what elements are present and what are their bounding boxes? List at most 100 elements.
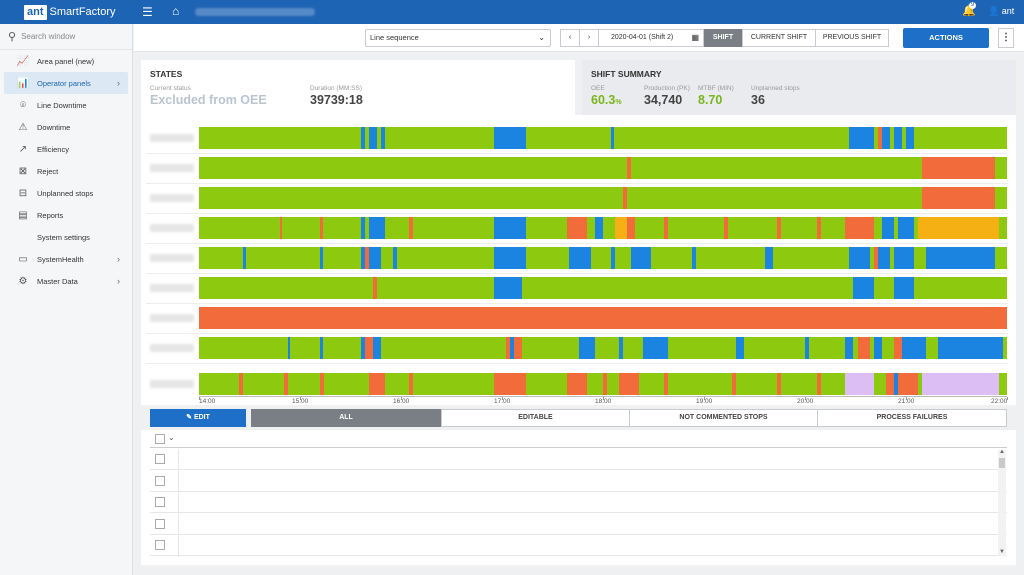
timeline-segment[interactable] (493, 373, 527, 395)
timeline-segment[interactable] (627, 187, 923, 209)
select-all-checkbox[interactable] (155, 434, 165, 444)
timeline-segment[interactable] (663, 373, 669, 395)
timeline-segment[interactable] (627, 217, 636, 239)
timeline-segment[interactable] (506, 337, 511, 359)
timeline-segment[interactable] (283, 373, 289, 395)
timeline-row[interactable] (199, 337, 1007, 359)
timeline-segment[interactable] (914, 247, 927, 269)
table-row[interactable] (150, 449, 1007, 470)
filter-all[interactable]: ALL (251, 409, 441, 427)
timeline-segment[interactable] (667, 217, 725, 239)
timeline-segment[interactable] (364, 337, 374, 359)
timeline-segment[interactable] (409, 373, 414, 395)
timeline-segment[interactable] (744, 337, 806, 359)
timeline-segment[interactable] (873, 127, 879, 149)
timeline-segment[interactable] (615, 247, 632, 269)
timeline-segment[interactable] (360, 217, 366, 239)
timeline-row[interactable] (199, 217, 1007, 239)
timeline-segment[interactable] (615, 217, 628, 239)
timeline-segment[interactable] (522, 337, 580, 359)
timeline-segment[interactable] (651, 247, 693, 269)
timeline-segment[interactable] (877, 127, 883, 149)
timeline-segment[interactable] (396, 247, 495, 269)
sidebar-item-operator-panels[interactable]: 📊 Operator panels › (4, 72, 128, 94)
timeline-segment[interactable] (526, 217, 568, 239)
timeline-segment[interactable] (526, 247, 570, 269)
timeline-segment[interactable] (199, 157, 628, 179)
timeline-segment[interactable] (667, 373, 733, 395)
timeline-segment[interactable] (320, 217, 323, 239)
timeline-segment[interactable] (376, 127, 382, 149)
timeline-segment[interactable] (922, 373, 1000, 395)
timeline-segment[interactable] (384, 373, 410, 395)
sidebar-item-unplanned-stops[interactable]: ⊟ Unplanned stops (4, 182, 128, 204)
timeline-segment[interactable] (926, 247, 996, 269)
timeline-row[interactable] (199, 307, 1007, 329)
row-checkbox[interactable] (155, 497, 165, 507)
timeline-segment[interactable] (998, 373, 1007, 395)
timeline-segment[interactable] (569, 247, 592, 269)
timeline-segment[interactable] (409, 217, 414, 239)
timeline-segment[interactable] (889, 247, 895, 269)
timeline-segment[interactable] (873, 247, 879, 269)
timeline-segment[interactable] (199, 217, 281, 239)
timeline-segment[interactable] (817, 217, 822, 239)
timeline-segment[interactable] (805, 337, 810, 359)
timeline-segment[interactable] (611, 247, 616, 269)
timeline-segment[interactable] (566, 373, 588, 395)
timeline-segment[interactable] (994, 187, 1007, 209)
timeline-segment[interactable] (736, 337, 741, 359)
timeline-segment[interactable] (914, 127, 1004, 149)
timeline-segment[interactable] (526, 127, 612, 149)
timeline-segment[interactable] (320, 373, 325, 395)
scroll-down-icon[interactable]: ▼ (999, 549, 1005, 555)
timeline-segment[interactable] (821, 373, 846, 395)
timeline-segment[interactable] (873, 217, 883, 239)
timeline-segment[interactable] (586, 217, 596, 239)
previous-shift-button[interactable]: PREVIOUS SHIFT (815, 29, 889, 47)
table-row[interactable] (150, 535, 1007, 556)
timeline-segment[interactable] (849, 247, 871, 269)
timeline-segment[interactable] (384, 127, 495, 149)
timeline-segment[interactable] (922, 157, 996, 179)
hamburger-menu-icon[interactable]: ☰ (142, 5, 153, 19)
timeline-segment[interactable] (497, 337, 507, 359)
chevron-down-icon[interactable]: ⌄ (168, 433, 175, 442)
timeline-segment[interactable] (772, 247, 850, 269)
timeline-segment[interactable] (893, 277, 915, 299)
timeline-segment[interactable] (287, 337, 291, 359)
timeline-segment[interactable] (360, 337, 366, 359)
row-checkbox[interactable] (155, 454, 165, 464)
timeline-segment[interactable] (368, 127, 378, 149)
timeline-segment[interactable] (776, 373, 782, 395)
timeline-segment[interactable] (897, 217, 915, 239)
timeline-segment[interactable] (199, 127, 361, 149)
timeline-segment[interactable] (893, 247, 915, 269)
timeline-segment[interactable] (368, 373, 386, 395)
timeline-segment[interactable] (364, 217, 370, 239)
timeline-segment[interactable] (881, 127, 891, 149)
sidebar-item-line-downtime[interactable]: ⌾ Line Downtime (4, 94, 128, 116)
timeline-row[interactable] (199, 127, 1007, 149)
home-icon[interactable]: ⌂ (172, 4, 180, 18)
timeline-row[interactable] (199, 157, 1007, 179)
timeline-segment[interactable] (724, 217, 729, 239)
timeline-segment[interactable] (360, 247, 366, 269)
timeline-segment[interactable] (667, 337, 737, 359)
timeline-segment[interactable] (631, 247, 652, 269)
date-picker[interactable]: 2020-04-01 (Shift 2) ▦ (598, 29, 704, 47)
timeline-segment[interactable] (853, 337, 858, 359)
timeline-segment[interactable] (728, 217, 778, 239)
timeline-segment[interactable] (885, 373, 895, 395)
timeline-row[interactable] (199, 373, 1007, 395)
timeline-segment[interactable] (845, 217, 875, 239)
scroll-up-icon[interactable]: ▲ (999, 449, 1005, 455)
timeline-segment[interactable] (736, 373, 778, 395)
prev-button[interactable]: ‹ (560, 29, 580, 47)
timeline-segment[interactable] (631, 157, 923, 179)
timeline-segment[interactable] (566, 217, 588, 239)
timeline-segment[interactable] (522, 277, 854, 299)
timeline-segment[interactable] (493, 217, 527, 239)
scrollbar-thumb[interactable] (999, 458, 1005, 468)
timeline-segment[interactable] (372, 337, 382, 359)
